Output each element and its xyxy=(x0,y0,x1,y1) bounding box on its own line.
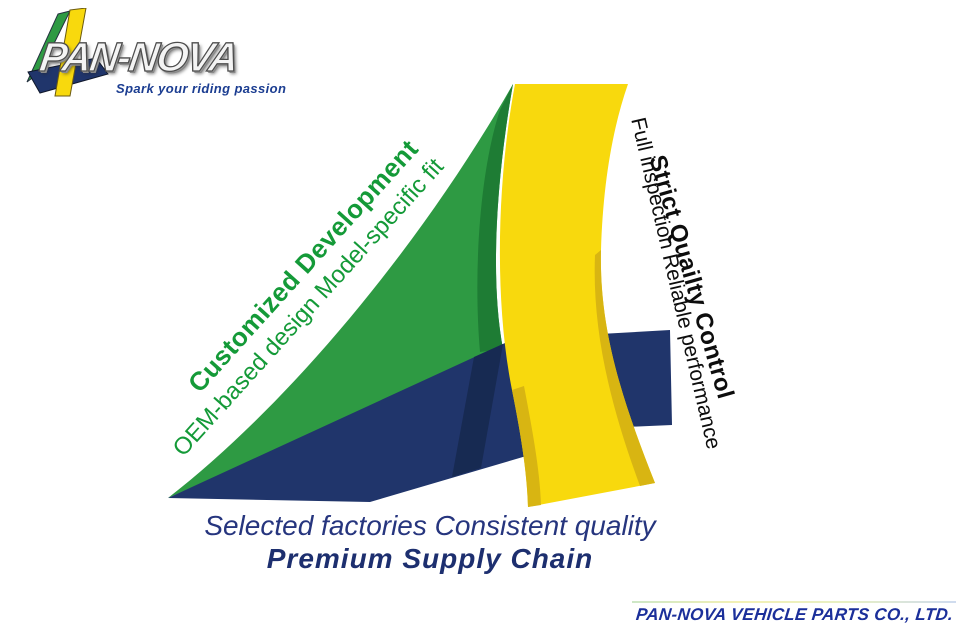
blue-ribbon-heading: Premium Supply Chain xyxy=(266,543,594,574)
logo-yellow-leg xyxy=(54,8,87,97)
brand-tagline: Spark your riding passion xyxy=(116,81,287,96)
pan-nova-logo: PAN-NOVA Spark your riding passion xyxy=(0,0,300,115)
company-name: PAN-NOVA VEHICLE PARTS CO., LTD. xyxy=(635,605,955,624)
green-ribbon-shade xyxy=(477,84,513,352)
yellow-ribbon-shade-left xyxy=(512,386,541,507)
brand-wordmark: PAN-NOVA xyxy=(36,33,240,80)
footer-divider-line xyxy=(632,601,956,603)
yellow-ribbon-shade-right xyxy=(594,250,655,486)
pan-nova-a-mark-icon xyxy=(26,8,109,97)
green-ribbon-shape xyxy=(168,84,513,498)
blue-ribbon-caption: Selected factories Consistent quality xyxy=(204,510,656,541)
blue-ribbon-shade xyxy=(452,344,503,477)
